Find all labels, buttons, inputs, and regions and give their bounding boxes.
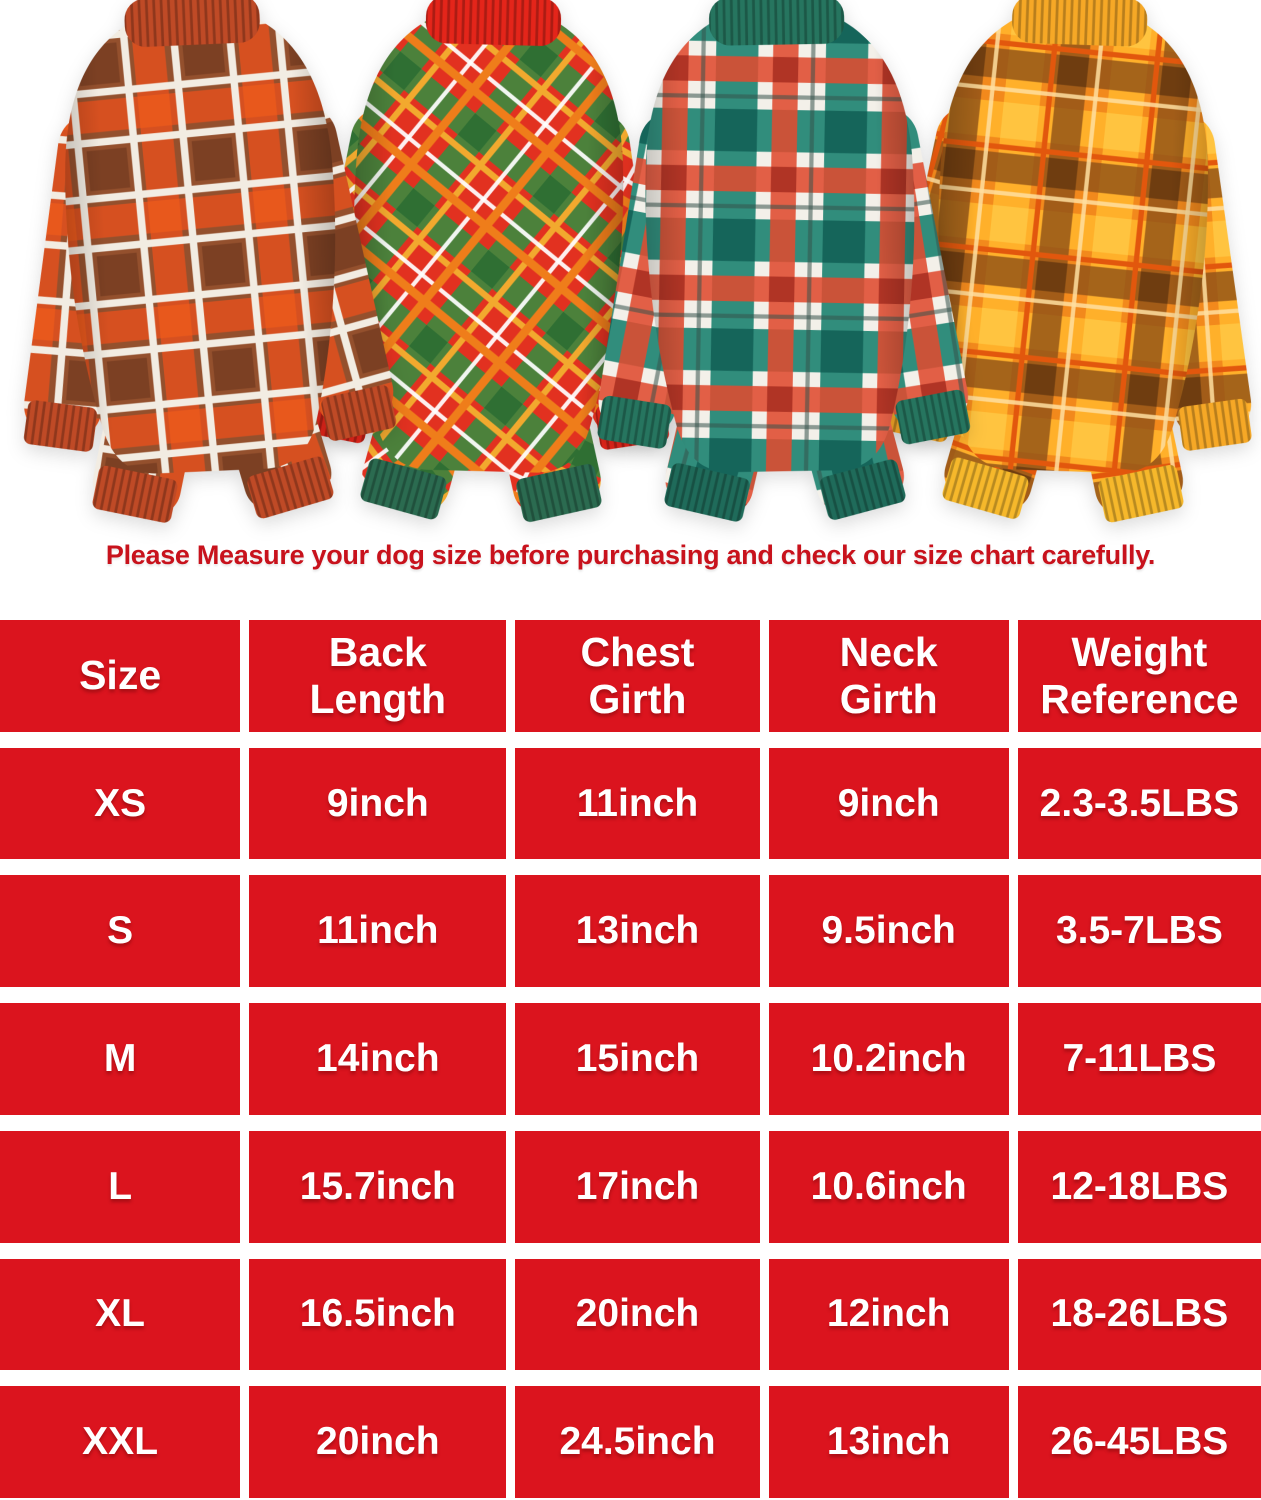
size-chart-cell: 20inch xyxy=(515,1258,760,1371)
product-photo-row xyxy=(0,0,1261,532)
header-back-length: Back Length xyxy=(249,620,507,732)
size-row-label: S xyxy=(0,875,241,988)
size-chart-cell: 9inch xyxy=(249,747,507,860)
size-chart-cell: 7-11LBS xyxy=(1017,1003,1261,1115)
size-chart-cell: 26-45LBS xyxy=(1017,1386,1261,1498)
header-chest-girth: Chest Girth xyxy=(515,620,760,732)
size-chart-cell: 13inch xyxy=(515,875,760,988)
size-chart-cell: 9.5inch xyxy=(768,875,1009,988)
size-chart-cell: 11inch xyxy=(515,747,760,860)
measure-notice-text: Please Measure your dog size before purc… xyxy=(105,540,1156,570)
size-chart-cell: 18-26LBS xyxy=(1017,1258,1261,1371)
size-row-label: M xyxy=(0,1003,241,1115)
size-chart-cell: 17inch xyxy=(515,1130,760,1243)
header-size: Size xyxy=(0,620,241,732)
size-row-label: XXL xyxy=(0,1386,241,1498)
size-chart-cell: 10.2inch xyxy=(768,1003,1009,1115)
size-chart-cell: 12inch xyxy=(768,1258,1009,1371)
size-chart-cell: 12-18LBS xyxy=(1017,1130,1261,1243)
header-weight-reference: Weight Reference xyxy=(1017,620,1261,732)
size-chart-cell: 11inch xyxy=(249,875,507,988)
size-chart-cell: 15inch xyxy=(515,1003,760,1115)
size-chart-cell: 14inch xyxy=(249,1003,507,1115)
header-neck-girth: Neck Girth xyxy=(768,620,1009,732)
pajama-photo-white-teal-plaid xyxy=(584,0,978,527)
size-chart-cell: 13inch xyxy=(768,1386,1009,1498)
size-chart-table: Size Back Length Chest Girth Neck Girth … xyxy=(0,620,1261,1498)
size-chart-cell: 24.5inch xyxy=(515,1386,760,1498)
pajama-photo-brown-plaid xyxy=(0,0,406,532)
size-row-label: XS xyxy=(0,747,241,860)
size-row-label: XL xyxy=(0,1258,241,1371)
size-chart-cell: 16.5inch xyxy=(249,1258,507,1371)
size-chart-cell: 9inch xyxy=(768,747,1009,860)
size-chart-cell: 3.5-7LBS xyxy=(1017,875,1261,988)
size-chart-cell: 20inch xyxy=(249,1386,507,1498)
size-chart-cell: 15.7inch xyxy=(249,1130,507,1243)
size-row-label: L xyxy=(0,1130,241,1243)
size-chart-cell: 10.6inch xyxy=(768,1130,1009,1243)
size-chart-cell: 2.3-3.5LBS xyxy=(1017,747,1261,860)
